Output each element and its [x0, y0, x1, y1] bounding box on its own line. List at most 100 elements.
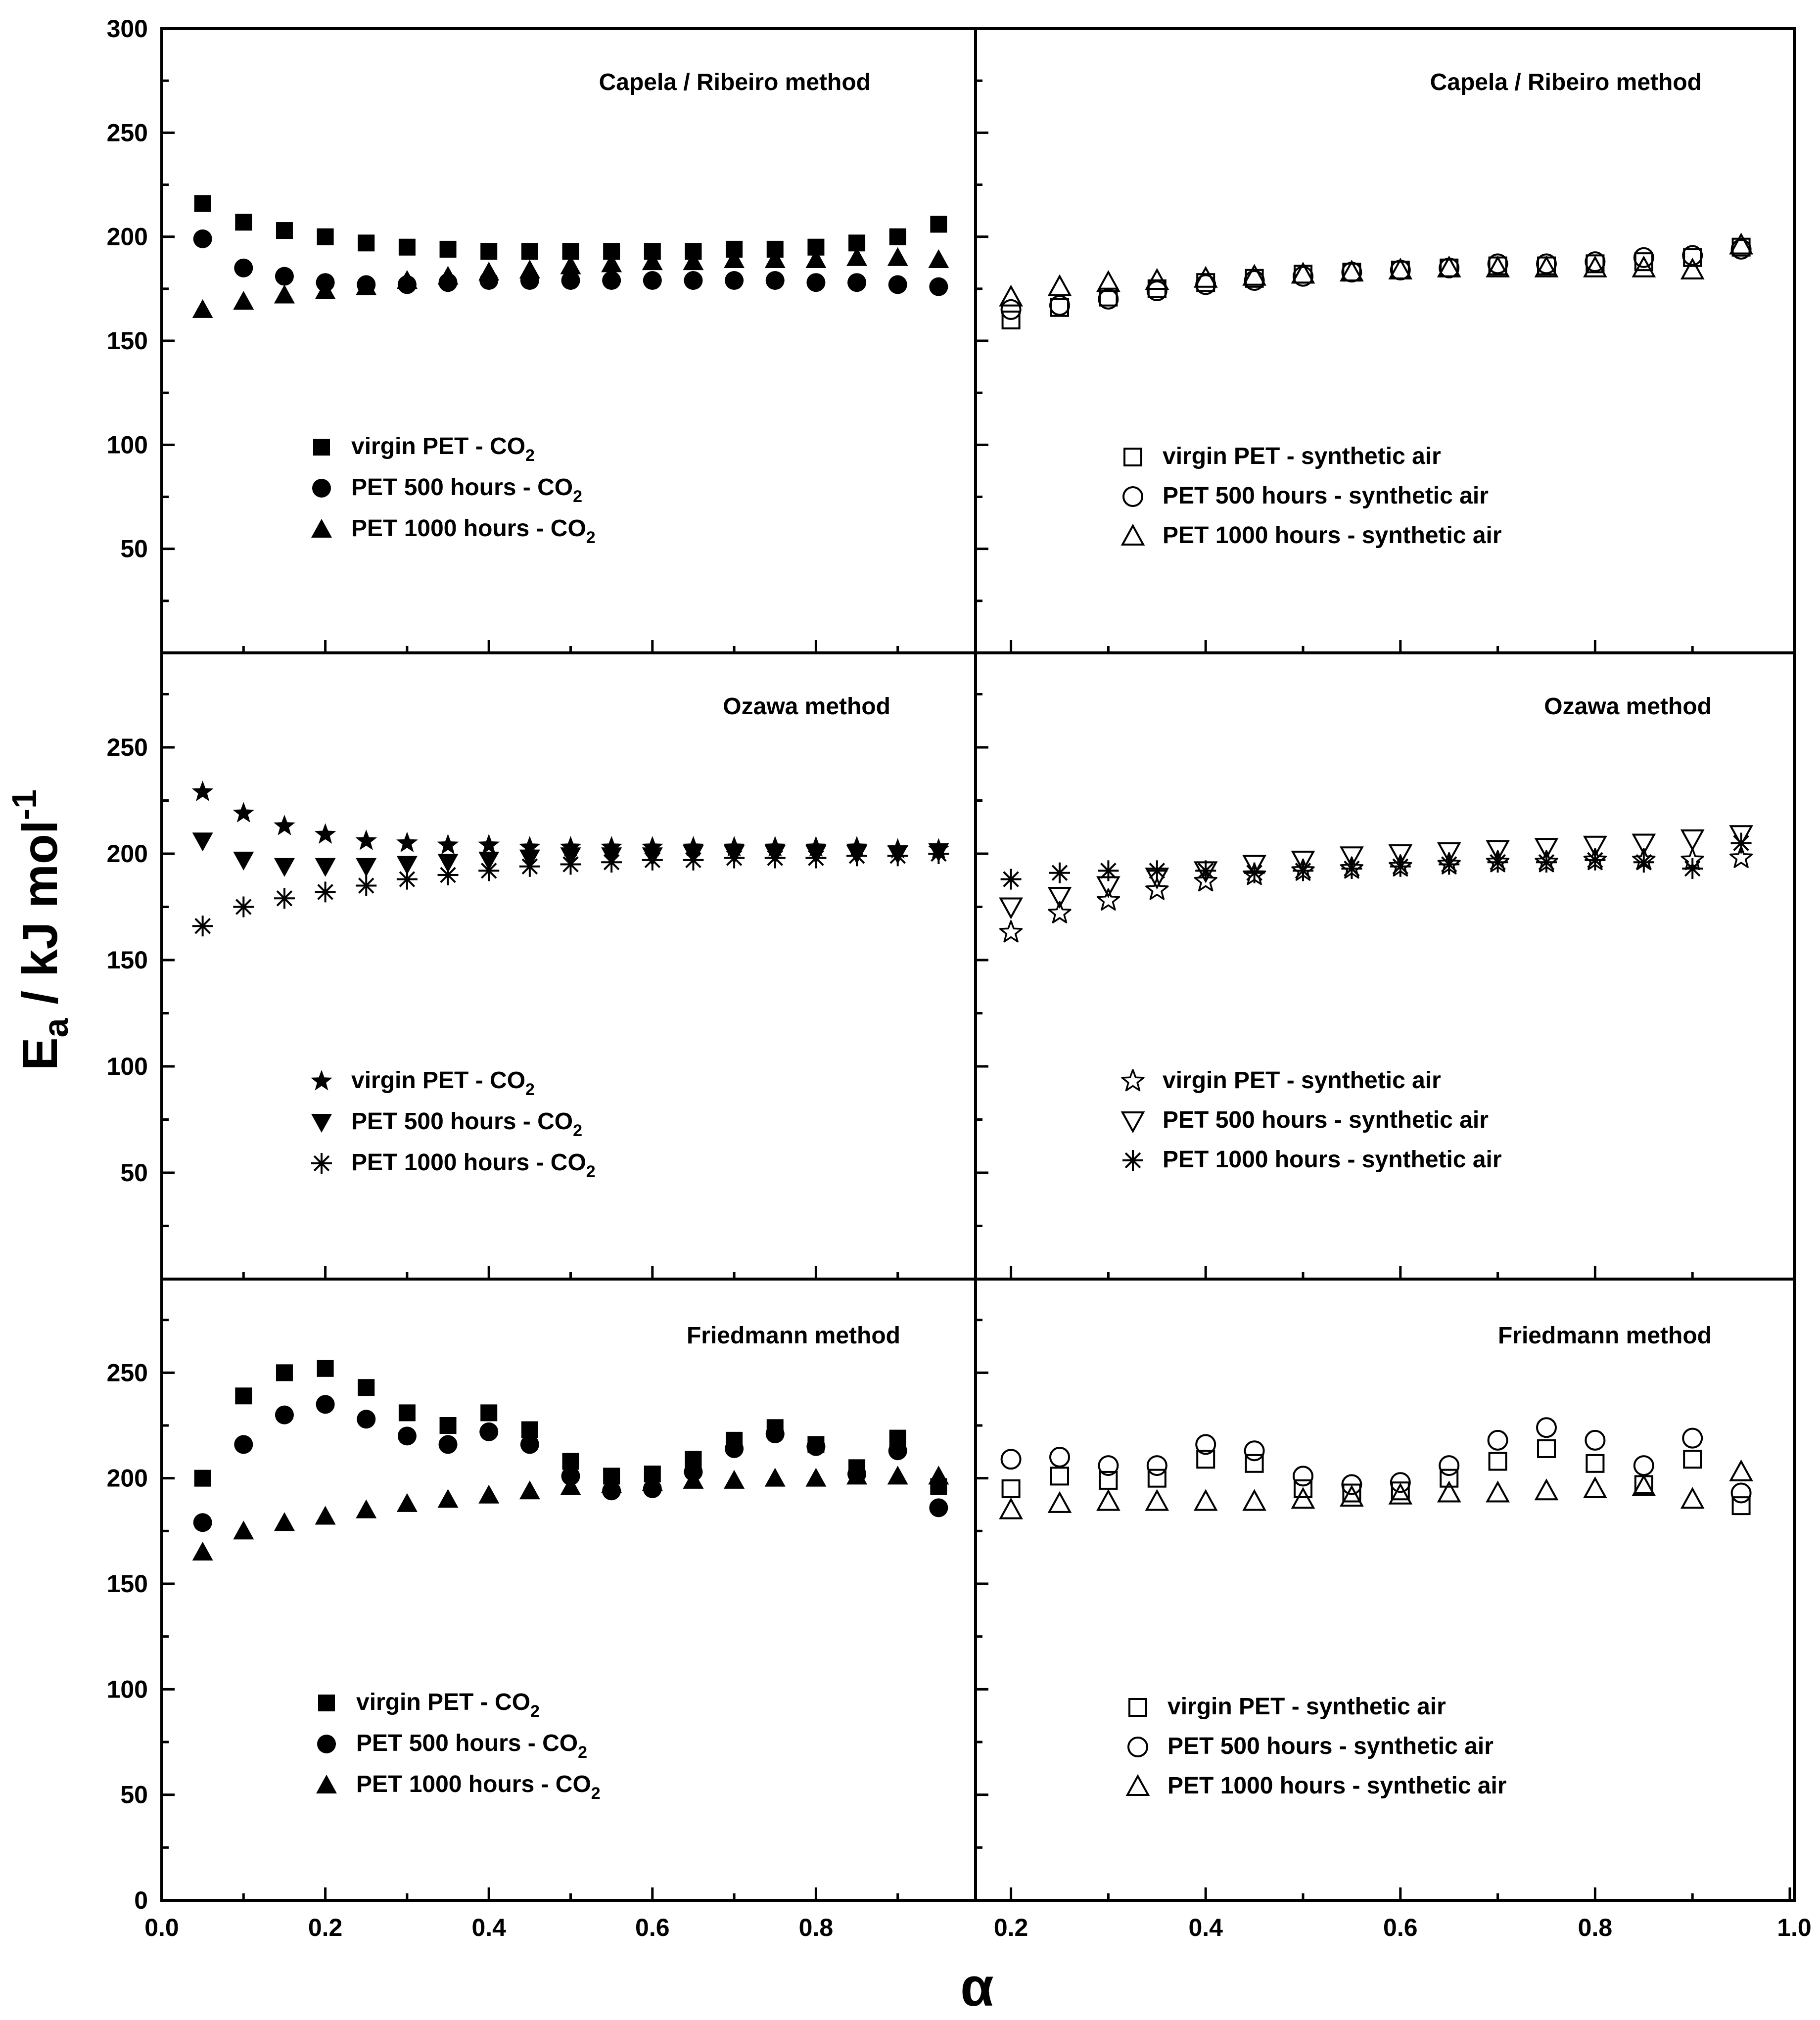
data-point [192, 916, 213, 937]
data-point [1000, 1449, 1022, 1470]
legend-marker [1122, 486, 1143, 507]
data-point [887, 845, 908, 867]
legend-marker [311, 1114, 332, 1133]
series-group [191, 780, 950, 937]
y-tick-label: 100 [107, 431, 148, 459]
data-point [234, 258, 253, 277]
data-point [1633, 247, 1654, 268]
data-point [1536, 253, 1557, 275]
x-tick-label: 0.4 [471, 1914, 506, 1941]
panel-2-0: 0 50 100 150 200 250 0.0 0.2 0.4 0.6 0.8 Friedmann … [107, 1319, 949, 1941]
x-ticks [1010, 1887, 1791, 1900]
legend-label-subscript: 2 [525, 1080, 535, 1099]
data-point [1000, 869, 1022, 890]
data-point [724, 847, 745, 869]
data-point [724, 249, 745, 268]
data-point [1486, 840, 1510, 862]
data-point [192, 299, 213, 318]
x-tick-label: 0.4 [1188, 1914, 1223, 1941]
y-tick-label: 300 [107, 15, 148, 43]
data-point [999, 920, 1023, 943]
series-2 [999, 232, 1753, 307]
x-ticks [242, 640, 899, 653]
legend-label: PET 500 hours - CO2 [351, 474, 582, 506]
data-point [560, 1476, 581, 1495]
data-point [1586, 1454, 1605, 1473]
data-point [1145, 877, 1169, 900]
data-point [437, 833, 459, 855]
legend-label: PET 1000 hours - synthetic air [1163, 1147, 1502, 1173]
data-point [805, 847, 827, 869]
data-point [999, 897, 1023, 919]
data-point [928, 843, 949, 864]
data-point [356, 858, 377, 877]
data-point [1146, 1455, 1167, 1476]
data-point [1098, 1455, 1119, 1476]
legend-marker [316, 1775, 337, 1793]
legend-label-main: PET 1000 hours - CO [356, 1771, 591, 1797]
data-point [806, 273, 826, 292]
data-point [437, 854, 459, 873]
y-tick-label: 150 [107, 327, 148, 355]
data-point [314, 823, 336, 844]
data-point [1682, 858, 1703, 879]
data-point [1682, 1427, 1703, 1449]
data-point [356, 276, 377, 295]
data-point [928, 249, 949, 268]
data-point [233, 291, 254, 310]
data-point [929, 1498, 948, 1517]
legend-marker [317, 1735, 336, 1753]
legend-label: virgin PET - CO2 [351, 1067, 535, 1099]
data-point [317, 1360, 334, 1377]
series-group [999, 1417, 1753, 1519]
data-point [560, 854, 581, 875]
x-axis-title: α [960, 1957, 994, 2018]
series-group [192, 195, 949, 318]
panel-title: Ozawa method [723, 693, 890, 720]
series-2 [192, 843, 949, 937]
data-point [519, 1480, 540, 1500]
data-point [1098, 288, 1119, 310]
data-point [1244, 862, 1265, 883]
legend-label-main: PET 1000 hours - CO [351, 1149, 586, 1176]
legend-label-subscript: 2 [591, 1784, 601, 1803]
data-point [398, 1404, 416, 1422]
legend-label-subscript: 2 [573, 487, 582, 506]
data-point [642, 849, 663, 871]
data-point [1729, 825, 1753, 847]
data-point [1047, 1491, 1072, 1513]
data-point [888, 275, 907, 294]
panel-title: Capela / Ribeiro method [599, 69, 871, 95]
panel-0-1: Capela / Ribeiro method virgin PET - synt… [976, 69, 1753, 653]
data-point [1729, 232, 1753, 255]
x-tick-label: 0.2 [308, 1914, 343, 1941]
legend-label-main: PET 500 hours - synthetic air [1163, 483, 1489, 509]
data-point [1537, 1439, 1556, 1458]
data-point [1244, 1440, 1265, 1462]
legend-marker [318, 1695, 335, 1711]
data-point [683, 251, 704, 271]
legend-label-main: virgin PET - synthetic air [1163, 1067, 1441, 1094]
data-point [1001, 1479, 1021, 1498]
legend-label: PET 500 hours - synthetic air [1163, 1107, 1489, 1133]
data-point [1145, 1489, 1169, 1511]
data-point [194, 1469, 211, 1487]
data-point [725, 271, 744, 290]
data-point [1242, 855, 1266, 877]
data-point [1440, 1469, 1459, 1488]
panel-title: Ozawa method [1544, 693, 1712, 720]
data-point [1146, 860, 1167, 881]
data-point [1487, 1429, 1508, 1451]
legend-label-main: virgin PET - CO [356, 1689, 530, 1715]
y-tick-label: 50 [120, 1781, 148, 1809]
data-point [928, 1466, 949, 1485]
data-point [1096, 270, 1120, 292]
y-tick-label: 250 [107, 734, 148, 761]
data-point [192, 832, 213, 852]
data-point [1340, 260, 1364, 282]
data-point [1291, 1487, 1315, 1509]
data-point [1583, 255, 1607, 277]
legend-label-main: PET 500 hours - CO [356, 1730, 578, 1756]
